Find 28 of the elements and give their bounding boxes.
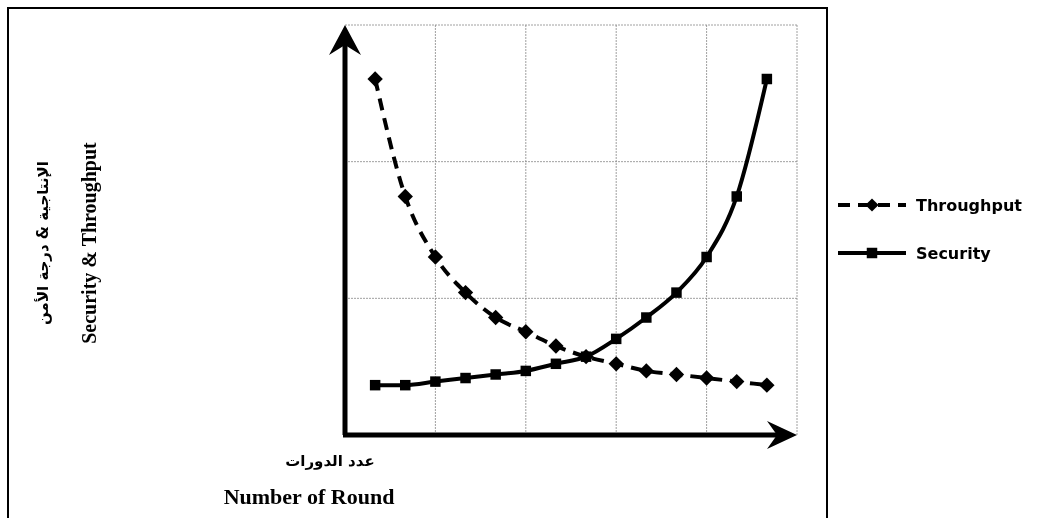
point <box>400 379 411 391</box>
point <box>427 249 444 265</box>
point <box>490 369 501 380</box>
point <box>671 287 682 298</box>
point <box>701 251 712 263</box>
point <box>641 312 652 323</box>
point <box>550 358 562 370</box>
point <box>548 338 564 354</box>
point <box>520 365 532 377</box>
point <box>668 366 685 383</box>
point <box>759 377 775 393</box>
point <box>488 309 504 326</box>
point <box>761 73 773 85</box>
point <box>518 324 534 340</box>
point <box>608 356 624 372</box>
point <box>457 284 474 301</box>
point <box>397 188 413 205</box>
point <box>698 370 715 386</box>
point <box>367 71 383 87</box>
point <box>369 379 381 391</box>
point <box>610 333 622 345</box>
point <box>460 372 471 384</box>
legend-label: Throughput <box>916 196 1023 215</box>
point <box>638 363 654 379</box>
point <box>430 376 441 387</box>
legend-label: Security <box>916 244 992 263</box>
point <box>731 191 742 202</box>
point <box>729 373 745 390</box>
